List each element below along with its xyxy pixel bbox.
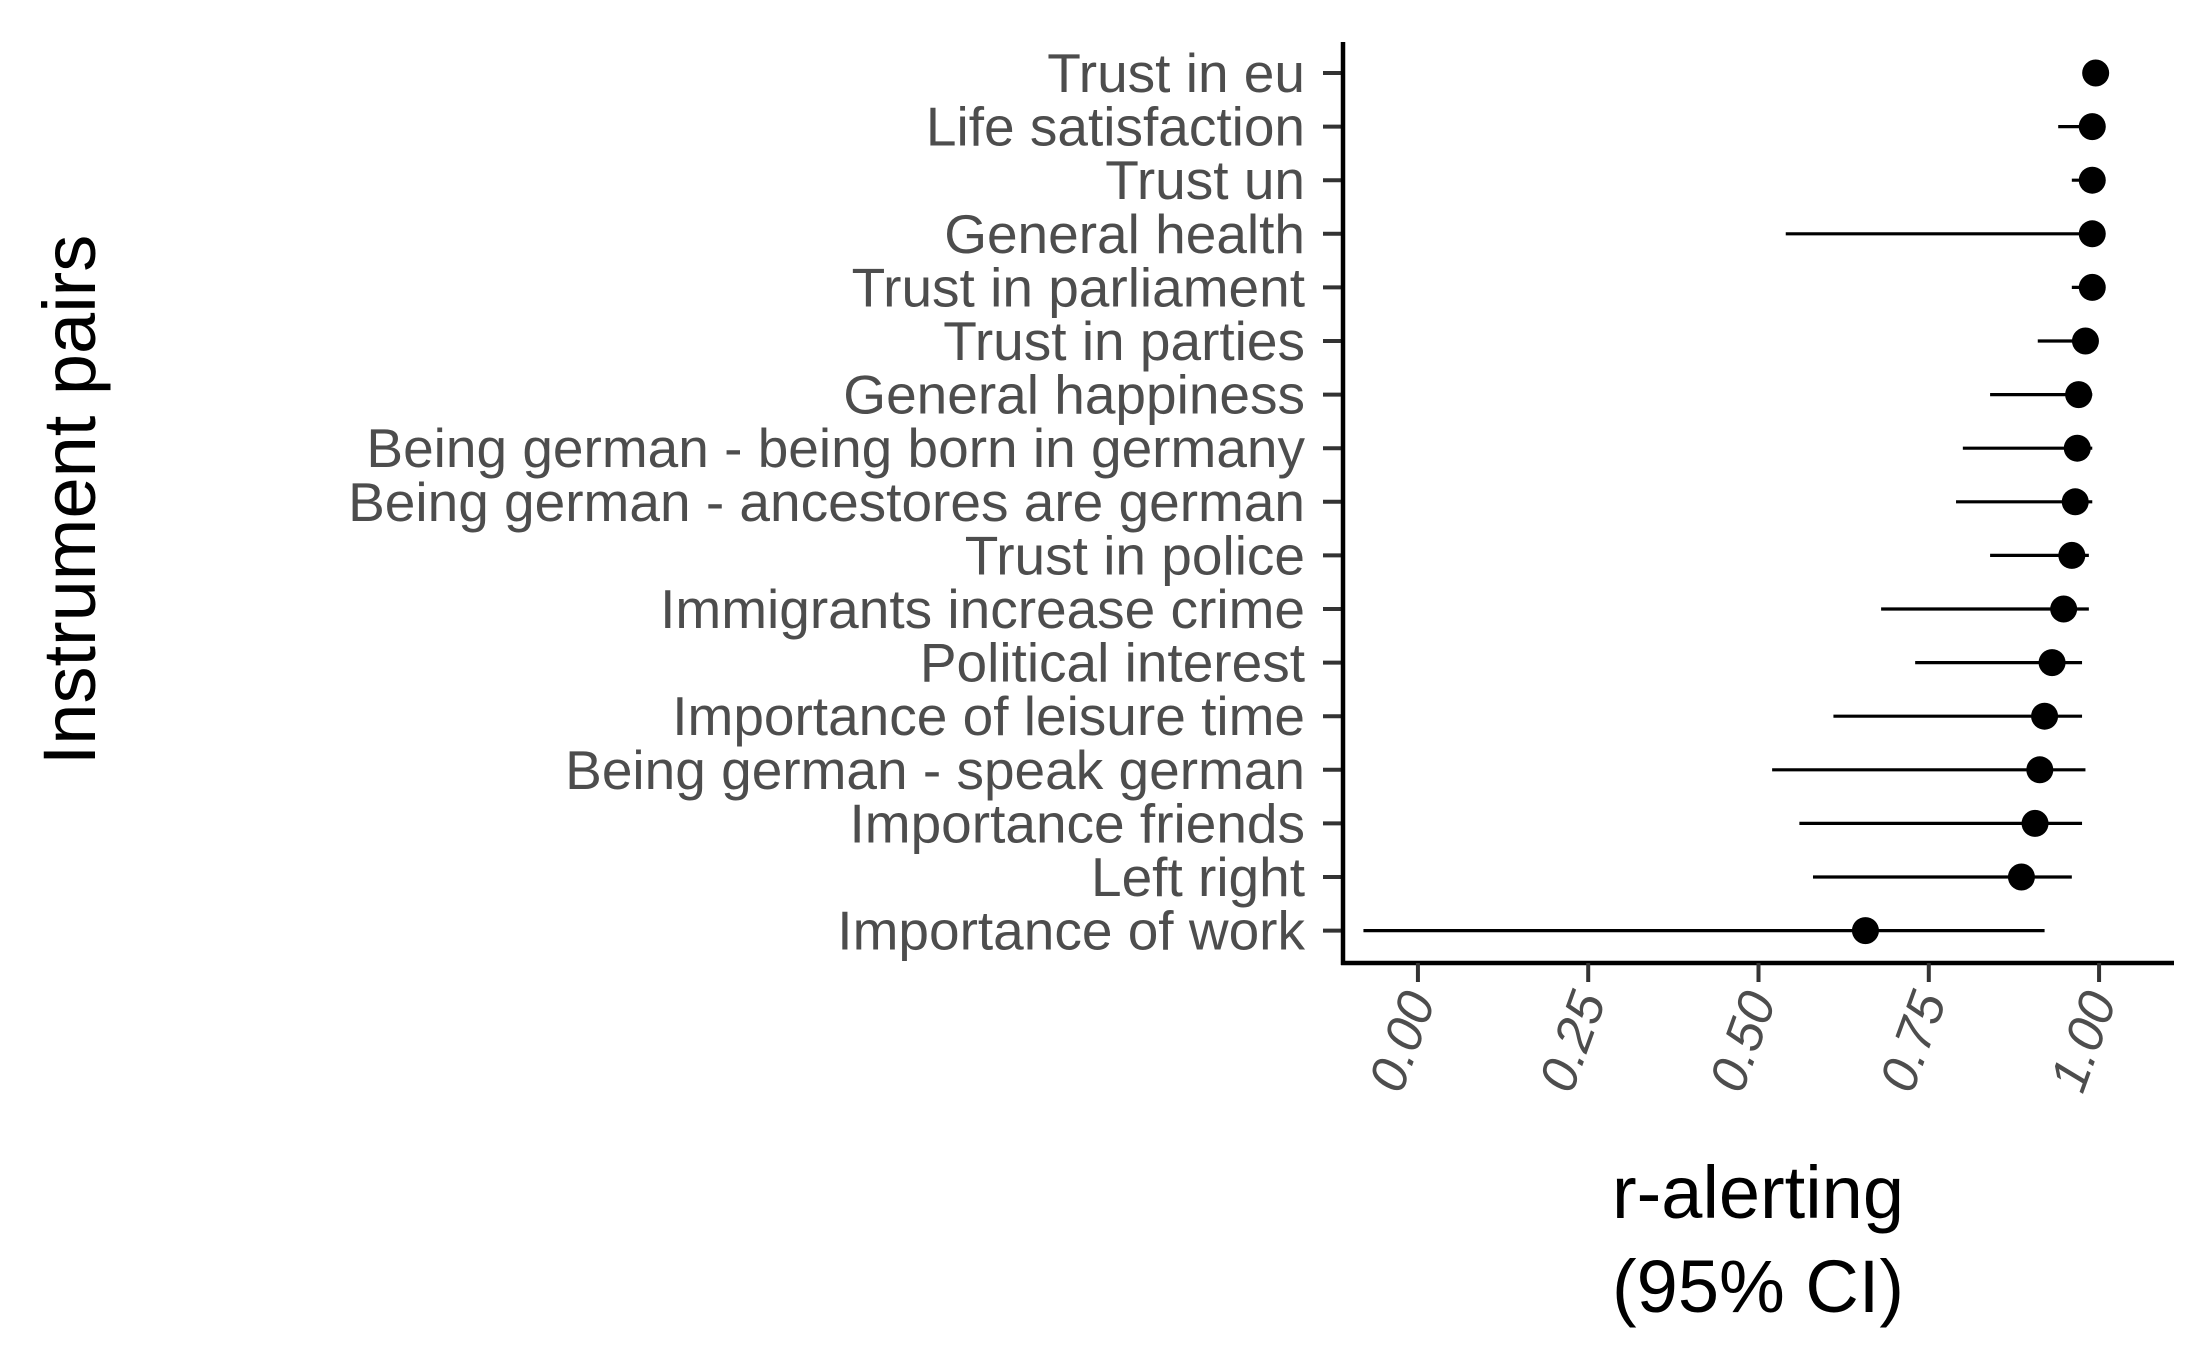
x-tick-label: 0.00 [1358, 984, 1447, 1099]
error-bars [1363, 71, 2100, 933]
x-tick-label: 0.50 [1699, 984, 1788, 1099]
category-label: Trust in parliament [852, 256, 1305, 318]
estimate-point [2021, 809, 2049, 837]
x-tick-label: 1.00 [2039, 984, 2128, 1099]
estimate-point [2026, 756, 2054, 784]
estimate-point [2007, 863, 2035, 891]
category-label: Being german - being born in germany [366, 417, 1305, 479]
estimate-point [2071, 327, 2099, 355]
estimate-point [2038, 649, 2066, 677]
category-label: General happiness [843, 364, 1305, 426]
category-label: General health [944, 203, 1305, 265]
estimate-point [2078, 113, 2106, 141]
category-label: Life satisfaction [926, 96, 1305, 158]
estimate-point [2050, 595, 2078, 623]
category-label: Trust in police [965, 524, 1305, 586]
category-label: Left right [1091, 846, 1305, 908]
x-tick-label: 0.25 [1528, 983, 1617, 1099]
x-tick-label: 0.75 [1869, 983, 1958, 1099]
estimate-point [1851, 917, 1879, 945]
axes [1340, 42, 2174, 966]
category-label: Immigrants increase crime [660, 578, 1305, 640]
category-label: Political interest [920, 632, 1305, 694]
x-axis-ticks: 0.00 0.25 0.50 0.75 1.00 [1358, 963, 2128, 1099]
estimate-point [2063, 434, 2091, 462]
estimate-point [2061, 488, 2089, 516]
category-label: Importance of leisure time [672, 685, 1305, 747]
y-axis-title: Instrument pairs [28, 235, 111, 766]
estimate-point [2078, 166, 2106, 194]
y-axis-ticks [1323, 71, 1343, 933]
y-axis-title-group: Instrument pairs [28, 235, 111, 766]
category-label: Being german - ancestores are german [348, 471, 1305, 533]
category-label: Being german - speak german [565, 739, 1305, 801]
estimate-point [2078, 273, 2106, 301]
estimate-point [2058, 541, 2086, 569]
category-label: Importance of work [837, 900, 1305, 962]
category-label: Trust un [1105, 149, 1305, 211]
estimate-point [2031, 702, 2059, 730]
category-label: Importance friends [850, 792, 1306, 854]
category-label: Trust in parties [943, 310, 1305, 372]
category-label: Trust in eu [1047, 42, 1305, 104]
estimate-point [2082, 59, 2110, 87]
estimate-point [2065, 381, 2093, 409]
estimate-point [2078, 220, 2106, 248]
x-axis-title-group: r-alerting (95% CI) [1612, 1151, 1904, 1328]
x-axis-title-line-2: (95% CI) [1612, 1245, 1904, 1328]
estimate-points [1851, 59, 2110, 945]
x-axis-title-line-1: r-alerting [1612, 1151, 1904, 1234]
